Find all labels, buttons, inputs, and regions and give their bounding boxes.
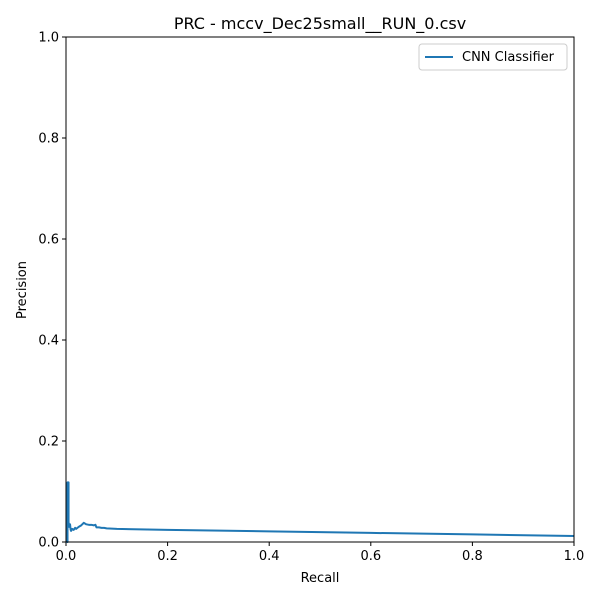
legend-box	[418, 43, 568, 71]
y-tick-label: 0.8	[38, 132, 59, 147]
plot-area-frame	[66, 37, 574, 542]
series-line-cnn-classifier	[66, 481, 575, 543]
chart-title: PRC - mccv_Dec25small__RUN_0.csv	[174, 14, 466, 34]
y-tick-label: 0.0	[38, 536, 59, 551]
x-tick-label: 0.2	[157, 549, 178, 564]
x-tick-label: 0.6	[360, 549, 381, 564]
legend-label-cnn-classifier: CNN Classifier	[462, 50, 555, 65]
x-tick-label: 0.4	[259, 549, 280, 564]
y-tick-label: 0.4	[38, 334, 59, 349]
x-tick-label: 0.0	[56, 549, 77, 564]
legend: CNN Classifier	[418, 43, 568, 71]
x-axis-label: Recall	[301, 571, 340, 586]
y-axis-label: Precision	[15, 261, 30, 319]
x-axis-ticks: 0.0 0.2 0.4 0.6 0.8 1.0	[56, 542, 585, 564]
y-tick-label: 1.0	[38, 31, 59, 46]
y-tick-label: 0.6	[38, 233, 59, 248]
x-tick-label: 1.0	[564, 549, 585, 564]
plot-border	[65, 36, 575, 543]
x-tick-label: 0.8	[462, 549, 483, 564]
series-layer	[66, 481, 575, 543]
y-tick-label: 0.2	[38, 435, 59, 450]
y-axis-ticks: 0.0 0.2 0.4 0.6 0.8 1.0	[38, 31, 66, 551]
